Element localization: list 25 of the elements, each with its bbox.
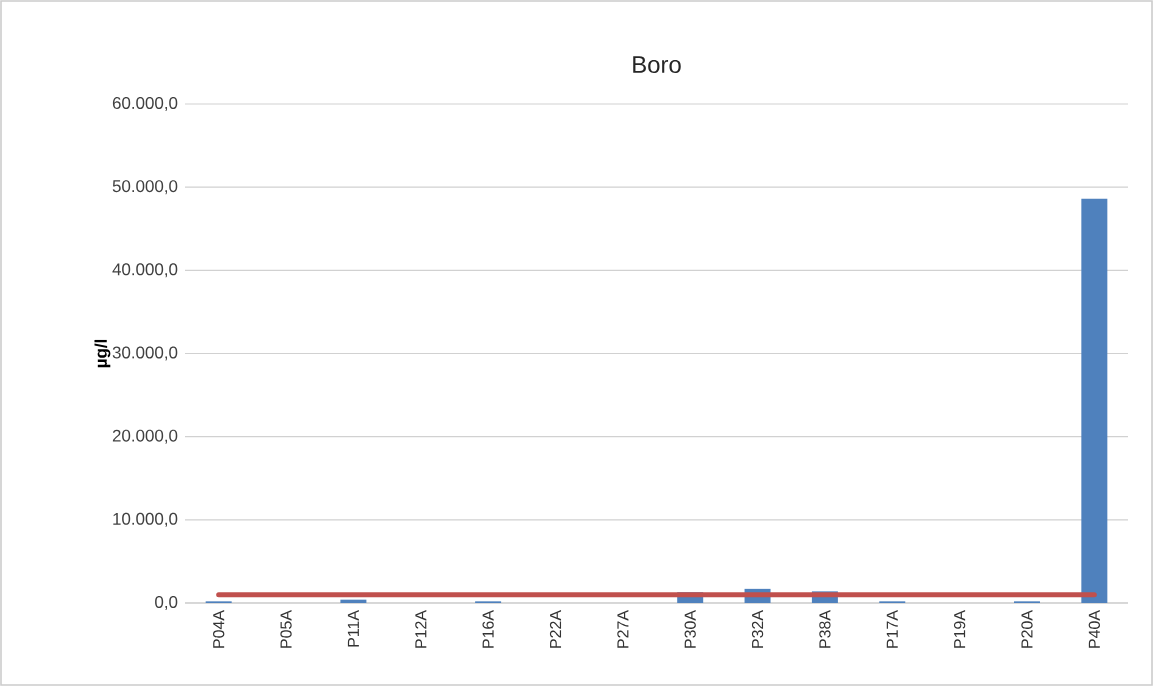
x-tick-label: P04A	[213, 610, 225, 648]
y-tick-label: 60.000,0	[112, 97, 178, 111]
y-tick-label: 0,0	[155, 596, 178, 610]
y-axis-title: µg/l	[94, 339, 111, 368]
x-tick-label: P20A	[1021, 610, 1033, 648]
y-tick-label: 10.000,0	[113, 512, 178, 527]
x-tick-label: P11A	[347, 610, 359, 647]
x-tick-label: P05A	[280, 610, 292, 648]
bar	[1081, 198, 1108, 603]
x-tick-label: P22A	[549, 610, 562, 648]
x-tick-label: P16A	[482, 610, 494, 648]
x-tick-label: P12A	[415, 610, 427, 648]
x-tick-label: P32A	[751, 610, 764, 648]
x-tick-label: P19A	[953, 610, 966, 648]
x-tick-label: P27A	[617, 610, 629, 648]
y-tick-label: 40.000,0	[112, 263, 178, 278]
x-tick-label: P17A	[886, 610, 898, 648]
y-tick-label: 50.000,0	[112, 180, 178, 195]
x-tick-label: P40A	[1088, 610, 1100, 648]
chart-title: Boro	[633, 56, 681, 73]
y-tick-label: 30.000,0	[112, 346, 178, 361]
x-tick-label: P38A	[819, 610, 831, 648]
bar	[340, 599, 367, 603]
x-tick-label: P30A	[684, 610, 696, 648]
y-tick-label: 20.000,0	[112, 429, 178, 444]
